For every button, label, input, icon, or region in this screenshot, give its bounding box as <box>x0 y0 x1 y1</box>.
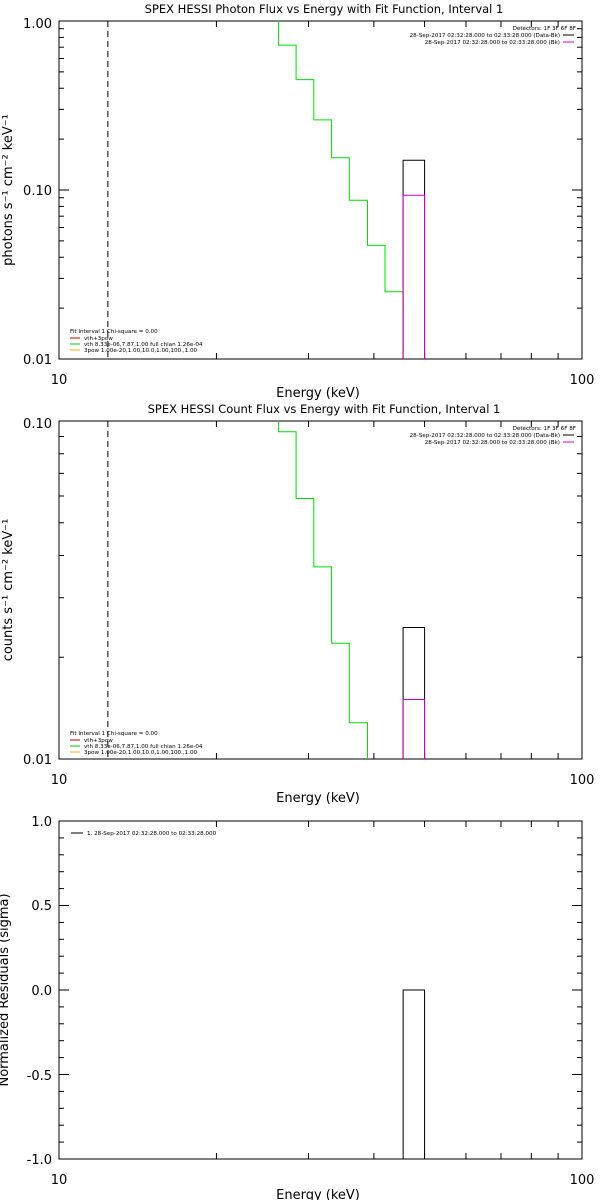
residual-y-tick-label-neg1: -1.0 <box>27 1153 52 1168</box>
residual-x-axis-label: Energy (keV) <box>276 1188 360 1200</box>
residual-y-tick-label-0: 0.0 <box>31 984 52 999</box>
count-bk-step <box>402 699 426 759</box>
count-x-tick-label-100: 100 <box>570 773 595 788</box>
photon-fit-entry-vth: vth 8.33e-06,7.87,1.00 full chian 1.26e-… <box>84 342 203 348</box>
photon-fit-entry-3pow: 3pow 1.00e-20,1.00,10.0,1.00,100.,1.00 <box>84 348 198 354</box>
residual-bar <box>402 989 426 1159</box>
count-x-tick-label-10: 10 <box>51 773 68 788</box>
residual-y-tick-label-0.5: 0.5 <box>31 899 52 914</box>
count-x-axis-label: Energy (keV) <box>276 791 360 806</box>
panel-residuals: 1.0 0.5 0.0 -0.5 -1.0 10 100 Energy (keV… <box>0 815 594 1200</box>
residual-y-axis-label: Normalized Residuals (sigma) <box>0 893 12 1086</box>
photon-data-minus-bk-step <box>402 159 426 359</box>
count-header-legend: Detectors: 1F 3F 6F 8F 28-Sep-2017 02:32… <box>410 426 576 446</box>
count-green-fit-step <box>278 421 368 759</box>
count-fit-entry-3pow: 3pow 1.00e-20,1.00,10.0,1.00,100.,1.00 <box>84 750 198 756</box>
count-y-tick-label-0.01: 0.01 <box>23 753 52 768</box>
photon-bk-step <box>402 194 426 359</box>
photon-green-fit-step <box>278 21 404 359</box>
residual-y-tick-label-1: 1.0 <box>31 815 52 830</box>
panel-count-flux: SPEX HESSI Count Flux vs Energy with Fit… <box>1 402 594 806</box>
count-header-entry-bk: 28-Sep-2017 02:32:28.000 to 02:33:28.000… <box>425 440 560 446</box>
count-plot-frame <box>58 420 583 760</box>
count-header-entry-data-bk: 28-Sep-2017 02:32:28.000 to 02:33:28.000… <box>410 433 560 439</box>
count-axis-ticks <box>59 421 582 760</box>
residual-y-tick-label-neg0.5: -0.5 <box>27 1069 52 1084</box>
count-detectors-label: Detectors: 1F 3F 6F 8F <box>513 426 576 432</box>
panel-photon-flux: SPEX HESSI Photon Flux vs Energy with Fi… <box>1 2 594 401</box>
count-fit-header: Fit Interval 1 Chi-square = 0.00 <box>70 731 158 737</box>
photon-fit-header: Fit Interval 1 Chi-square = 0.00 <box>70 329 158 335</box>
count-fit-entry-vth-3pow: vth+3pow <box>84 738 113 744</box>
photon-detectors-label: Detectors: 1F 3F 6F 8F <box>513 26 576 32</box>
photon-fit-legend: Fit Interval 1 Chi-square = 0.00 vth+3po… <box>70 329 203 354</box>
photon-x-tick-label-100: 100 <box>570 373 595 388</box>
residual-plot-frame <box>58 820 583 1160</box>
count-plot-title: SPEX HESSI Count Flux vs Energy with Fit… <box>148 402 501 416</box>
photon-header-entry-bk: 28-Sep-2017 02:32:28.000 to 02:33:28.000… <box>425 40 560 46</box>
count-y-axis-label: counts s⁻¹ cm⁻² keV⁻¹ <box>1 519 16 662</box>
count-y-tick-label-0.1: 0.10 <box>23 417 52 432</box>
photon-x-tick-label-10: 10 <box>51 373 68 388</box>
photon-y-axis-label: photons s⁻¹ cm⁻² keV⁻¹ <box>1 114 16 266</box>
photon-header-legend: Detectors: 1F 3F 6F 8F 28-Sep-2017 02:32… <box>410 26 576 46</box>
photon-y-tick-label-1: 1.00 <box>23 17 52 32</box>
residual-axis-ticks <box>59 820 582 1160</box>
count-data-minus-bk-step <box>402 627 426 759</box>
residual-legend-entry: 1. 28-Sep-2017 02:32:28.000 to 02:33:28.… <box>87 831 217 837</box>
photon-fit-entry-vth-3pow: vth+3pow <box>84 336 113 342</box>
photon-y-tick-label-0.01: 0.01 <box>23 353 52 368</box>
residual-x-tick-label-100: 100 <box>570 1173 595 1188</box>
residual-x-tick-label-10: 10 <box>51 1173 68 1188</box>
photon-plot-title: SPEX HESSI Photon Flux vs Energy with Fi… <box>145 2 504 16</box>
photon-y-tick-label-0.1: 0.10 <box>23 184 52 199</box>
count-fit-entry-vth: vth 8.33e-06,7.87,1.00 full chian 1.26e-… <box>84 744 203 750</box>
photon-plot-frame <box>58 20 583 360</box>
residual-legend: 1. 28-Sep-2017 02:32:28.000 to 02:33:28.… <box>71 831 217 837</box>
photon-header-entry-data-bk: 28-Sep-2017 02:32:28.000 to 02:33:28.000… <box>410 33 560 39</box>
count-fit-legend: Fit Interval 1 Chi-square = 0.00 vth+3po… <box>70 731 203 756</box>
photon-x-axis-label: Energy (keV) <box>276 386 360 401</box>
photon-axis-ticks <box>59 21 582 360</box>
